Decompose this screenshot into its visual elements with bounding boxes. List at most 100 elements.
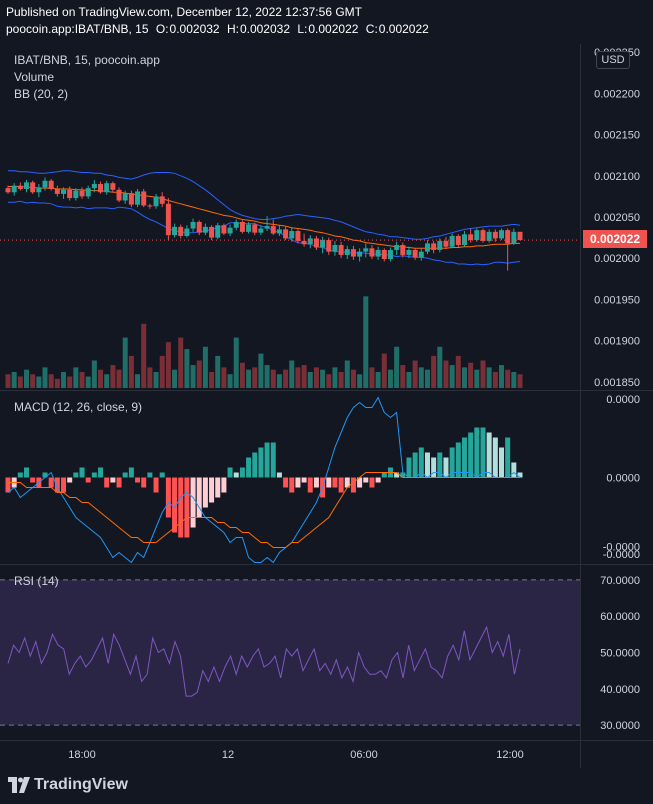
rsi-axis-tick: 70.0000 — [600, 575, 640, 587]
candle-body — [350, 249, 356, 257]
candle-body — [381, 249, 387, 260]
macd-histogram-bar — [67, 477, 73, 483]
volume-bar — [42, 367, 48, 388]
symbol-ohlc-line: poocoin.app:IBAT/BNB, 15 O:0.002032 H:0.… — [6, 22, 429, 36]
volume-bar — [492, 371, 498, 388]
macd-histogram-bar — [227, 467, 233, 478]
candle-body — [394, 245, 400, 250]
high-value: 0.002032 — [239, 22, 291, 36]
volume-bar — [301, 365, 307, 388]
macd-axis-tick: -0.0000 — [603, 549, 640, 561]
volume-bar — [363, 296, 369, 388]
macd-histogram-bar — [42, 472, 48, 478]
candle-body — [301, 240, 307, 245]
macd-histogram-bar — [461, 437, 467, 478]
price-axis-tick: 0.002100 — [594, 171, 640, 183]
macd-histogram-bar — [289, 477, 295, 493]
macd-histogram-bar — [165, 477, 171, 518]
candle-body — [153, 196, 159, 207]
currency-button[interactable]: USD — [596, 51, 630, 69]
volume-bar — [122, 337, 128, 388]
volume-bar — [276, 374, 282, 388]
macd-histogram-bar — [54, 477, 60, 493]
macd-histogram-bar — [474, 427, 480, 478]
price-axis-tick: 0.002200 — [594, 88, 640, 100]
candle-body — [283, 229, 289, 239]
macd-histogram-bar — [239, 467, 245, 478]
volume-bar — [252, 367, 258, 388]
candle-body — [437, 240, 443, 250]
close-value: 0.002022 — [378, 22, 429, 36]
macd-axis-tick: 0.0000 — [606, 473, 640, 485]
footer-bar: TradingView — [0, 768, 653, 804]
bb-lower-line — [8, 200, 521, 266]
brand-text: TradingView — [34, 776, 128, 793]
volume-bar — [480, 360, 486, 388]
candle-body — [369, 248, 375, 257]
macd-histogram-bar — [381, 472, 387, 478]
high-label: H: — [226, 22, 239, 36]
volume-bar — [17, 376, 23, 388]
price-axis-tick: 0.001950 — [594, 294, 640, 306]
macd-histogram-bar — [357, 477, 363, 488]
last-price-tag: 0.002022 — [583, 230, 647, 248]
chart-canvas[interactable]: 0.0022500.0022000.0021500.0021000.002050… — [0, 0, 653, 768]
time-axis-tick: 12:00 — [496, 749, 524, 761]
macd-histogram-bar — [517, 472, 523, 478]
volume-bar — [73, 367, 79, 388]
macd-histogram-bar — [147, 472, 153, 478]
macd-histogram-bar — [511, 462, 517, 478]
volume-bar — [227, 374, 233, 388]
candle-body — [85, 188, 91, 197]
candle-body — [128, 193, 134, 205]
candle-body — [363, 248, 369, 252]
volume-bar — [486, 367, 492, 388]
macd-histogram-bar — [98, 467, 104, 478]
volume-bar — [215, 355, 221, 388]
volume-bar — [233, 337, 239, 388]
macd-histogram-bar — [468, 432, 474, 478]
volume-bar — [505, 369, 511, 388]
candle-body — [42, 180, 48, 188]
macd-histogram-bar — [369, 477, 375, 488]
macd-histogram-bar — [332, 477, 338, 488]
candle-body — [221, 225, 227, 234]
macd-histogram-bar — [449, 447, 455, 478]
open-value: 0.002032 — [169, 22, 220, 36]
volume-bar — [424, 369, 430, 388]
macd-histogram-bar — [505, 437, 511, 478]
macd-histogram-bar — [326, 477, 332, 488]
price-axis-tick: 0.002000 — [594, 253, 640, 265]
macd-histogram-bar — [91, 472, 97, 478]
candle-body — [48, 180, 54, 189]
macd-axis-tick: -0.0000 — [603, 542, 640, 554]
candle-body — [455, 235, 461, 246]
volume-bar — [357, 374, 363, 388]
candle-body — [313, 238, 319, 248]
volume-bar — [270, 369, 276, 388]
macd-histogram-bar — [295, 477, 301, 488]
volume-bar — [418, 367, 424, 388]
candle-body — [110, 183, 116, 190]
macd-histogram-bar — [190, 477, 196, 528]
candle-body — [264, 226, 270, 229]
bb-label: BB (20, 2) — [14, 87, 69, 101]
candle-body — [289, 231, 295, 239]
macd-histogram-bar — [301, 477, 307, 483]
volume-bar — [246, 369, 252, 388]
candle-body — [320, 240, 326, 248]
price-axis-tick: 0.002050 — [594, 212, 640, 224]
macd-histogram-bar — [178, 477, 184, 538]
volume-bar — [412, 360, 418, 388]
candle-body — [326, 240, 332, 252]
macd-histogram-bar — [159, 472, 165, 478]
volume-bar — [406, 371, 412, 388]
macd-histogram-bar — [135, 477, 141, 483]
macd-histogram-bar — [437, 452, 443, 478]
low-value: 0.002022 — [308, 22, 359, 36]
volume-bar — [295, 367, 301, 388]
volume-bar — [159, 355, 165, 388]
macd-histogram-bar — [184, 477, 190, 538]
candle-body — [246, 224, 252, 232]
candle-body — [295, 231, 301, 241]
